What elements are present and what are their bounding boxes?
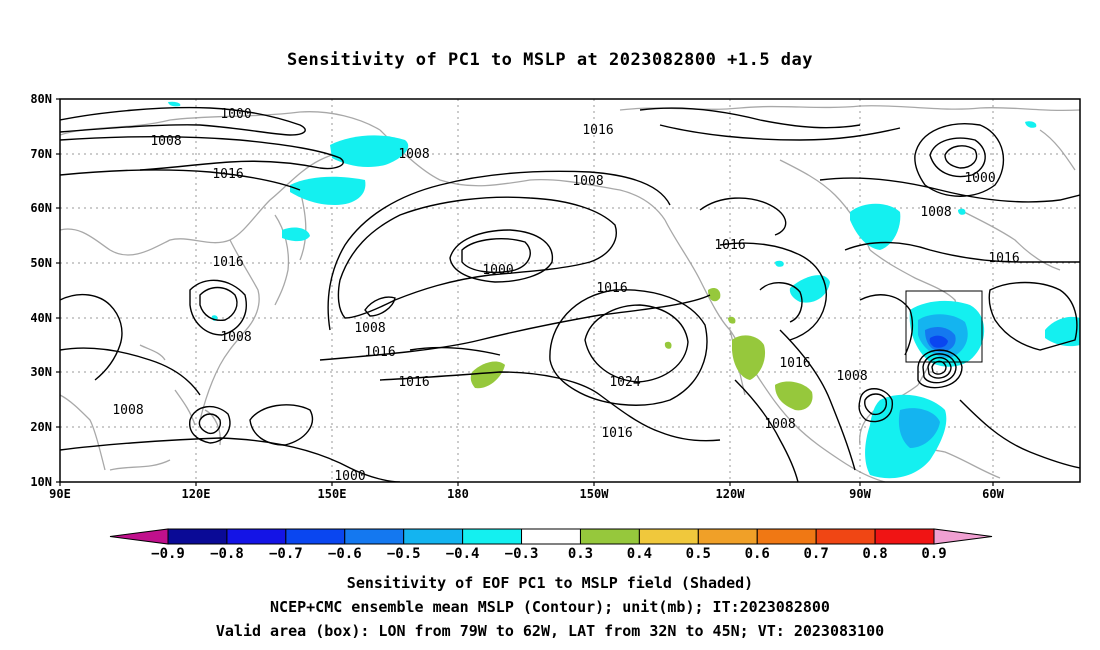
- contour-label: 1000: [334, 469, 365, 484]
- colorbar: −0.9 −0.8 −0.7 −0.6 −0.5 −0.4 −0.3 0.3 0.4 0.5 0.6…: [109, 528, 993, 562]
- lon-label: 90W: [849, 487, 871, 501]
- contour-label: 1016: [779, 356, 810, 371]
- contour-label: 1016: [398, 375, 429, 390]
- colorbar-label: 0.9: [921, 546, 946, 562]
- lon-label: 150W: [580, 487, 610, 501]
- lon-label: 180: [447, 487, 469, 501]
- contour-label: 1016: [212, 167, 243, 182]
- contour-label: 1008: [112, 403, 143, 418]
- contour-label: 1008: [354, 321, 385, 336]
- lat-label: 70N: [30, 147, 52, 161]
- contour-label: 1008: [920, 205, 951, 220]
- caption-line-3: Valid area (box): LON from 79W to 62W, L…: [215, 622, 885, 640]
- colorbar-swatch: [403, 528, 464, 545]
- caption-line-1: Sensitivity of EOF PC1 to MSLP field (Sh…: [346, 574, 754, 592]
- lon-label: 90E: [49, 487, 71, 501]
- contour-label: 1008: [764, 417, 795, 432]
- chart-title: Sensitivity of PC1 to MSLP at 2023082800…: [286, 50, 813, 70]
- colorbar-label: −0.8: [210, 546, 244, 562]
- colorbar-label: −0.9: [151, 546, 185, 562]
- colorbar-swatch: [756, 528, 817, 545]
- mslp-contours: [60, 106, 1080, 482]
- contour-label: 1008: [150, 134, 181, 149]
- colorbar-swatch: [462, 528, 523, 545]
- valid-area-box: [905, 290, 983, 363]
- colorbar-label: 0.4: [627, 546, 652, 562]
- colorbar-label: −0.3: [505, 546, 539, 562]
- colorbar-swatch: [815, 528, 876, 545]
- lat-label: 10N: [30, 475, 52, 489]
- contour-label: 1024: [609, 375, 640, 390]
- contour-label: 1000: [220, 107, 251, 122]
- plot-frame: [59, 98, 1081, 483]
- colorbar-swatch: [638, 528, 699, 545]
- contour-label: 1016: [988, 251, 1019, 266]
- sensitivity-shading: [168, 101, 1080, 479]
- lat-label: 60N: [30, 201, 52, 215]
- colorbar-label: 0.3: [568, 546, 593, 562]
- lon-label: 120W: [716, 487, 746, 501]
- colorbar-label: −0.4: [446, 546, 480, 562]
- lon-tick-labels: 90E 120E 150E 180 150W 120W 90W 60W: [49, 487, 1004, 501]
- colorbar-arrow-low: [109, 528, 169, 545]
- colorbar-swatch: [521, 528, 581, 545]
- colorbar-swatch: [874, 528, 935, 545]
- contour-label: 1008: [398, 147, 429, 162]
- lat-tick-labels: 80N 70N 60N 50N 40N 30N 20N 10N: [30, 92, 52, 489]
- contour-label: 1000: [482, 263, 513, 278]
- caption-line-2: NCEP+CMC ensemble mean MSLP (Contour); u…: [270, 598, 830, 616]
- lat-label: 30N: [30, 365, 52, 379]
- colorbar-label: 0.6: [745, 546, 770, 562]
- colorbar-swatch: [285, 528, 346, 545]
- contour-label: 1016: [364, 345, 395, 360]
- lat-label: 50N: [30, 256, 52, 270]
- colorbar-swatch: [344, 528, 405, 545]
- lat-label: 40N: [30, 311, 52, 325]
- lon-label: 150E: [318, 487, 347, 501]
- contour-label: 1016: [601, 426, 632, 441]
- colorbar-arrow-high: [933, 528, 993, 545]
- colorbar-label: −0.6: [328, 546, 362, 562]
- contour-label: 1008: [836, 369, 867, 384]
- colorbar-swatch: [579, 528, 640, 545]
- colorbar-swatch: [697, 528, 758, 545]
- colorbar-swatch: [167, 528, 228, 545]
- lon-label: 60W: [982, 487, 1004, 501]
- contour-label: 1000: [964, 171, 995, 186]
- colorbar-label: 0.7: [804, 546, 829, 562]
- colorbar-swatch: [226, 528, 287, 545]
- tick-marks: [56, 98, 994, 486]
- contour-label: 1016: [212, 255, 243, 270]
- lat-label: 20N: [30, 420, 52, 434]
- contour-label: 1016: [714, 238, 745, 253]
- colorbar-label: 0.8: [862, 546, 887, 562]
- colorbar-label: −0.5: [387, 546, 421, 562]
- colorbar-label: −0.7: [269, 546, 303, 562]
- colorbar-label: 0.5: [686, 546, 711, 562]
- contour-label: 1016: [596, 281, 627, 296]
- lat-label: 80N: [30, 92, 52, 106]
- contour-label: 1008: [220, 330, 251, 345]
- lon-label: 120E: [182, 487, 211, 501]
- contour-label: 1008: [572, 174, 603, 189]
- lat-lon-grid: [60, 99, 1080, 482]
- contour-label: 1016: [582, 123, 613, 138]
- contour-label-group: 1000 1008 1016 1008 1008 1000 1016 1008 …: [112, 107, 1019, 484]
